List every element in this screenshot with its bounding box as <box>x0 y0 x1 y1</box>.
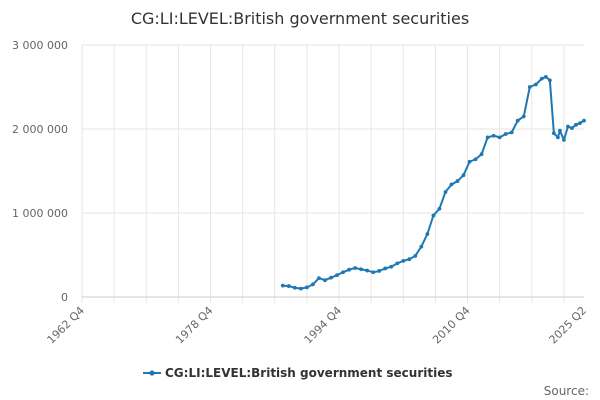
data-point[interactable] <box>311 282 315 287</box>
data-point[interactable] <box>383 266 388 271</box>
data-point[interactable] <box>365 268 370 273</box>
data-point[interactable] <box>527 85 532 89</box>
x-axis: 1962 Q4 1978 Q4 1994 Q4 2010 Q4 2025 Q2 <box>45 296 590 347</box>
x-tick-label: 1962 Q4 <box>45 304 88 347</box>
data-point[interactable] <box>551 131 556 136</box>
data-point[interactable] <box>329 275 333 280</box>
data-point[interactable] <box>395 261 400 266</box>
data-point[interactable] <box>298 286 303 291</box>
data-point[interactable] <box>543 75 548 79</box>
data-point[interactable] <box>479 152 484 157</box>
data-point[interactable] <box>286 284 291 288</box>
data-point[interactable] <box>431 213 436 218</box>
data-point[interactable] <box>389 264 394 269</box>
data-point[interactable] <box>566 124 570 129</box>
data-point[interactable] <box>547 78 552 83</box>
data-point[interactable] <box>562 138 566 142</box>
data-point[interactable] <box>347 267 351 272</box>
data-point[interactable] <box>443 190 448 194</box>
data-point[interactable] <box>473 157 478 162</box>
data-point[interactable] <box>491 133 496 138</box>
data-point[interactable] <box>570 126 574 131</box>
data-point[interactable] <box>558 128 562 133</box>
data-point[interactable] <box>539 76 544 81</box>
legend[interactable]: CG:LI:LEVEL:British government securitie… <box>143 366 452 380</box>
data-point[interactable] <box>578 121 582 126</box>
data-point[interactable] <box>407 257 412 262</box>
y-tick-label: 3 000 000 <box>12 39 68 52</box>
data-point[interactable] <box>305 285 309 290</box>
data-point[interactable] <box>515 118 520 123</box>
data-point[interactable] <box>455 179 460 183</box>
data-point[interactable] <box>425 232 430 236</box>
source-label: Source: <box>544 384 589 398</box>
data-point[interactable] <box>497 135 502 140</box>
data-point[interactable] <box>437 206 442 211</box>
data-point[interactable] <box>280 283 285 288</box>
data-point[interactable] <box>503 132 508 136</box>
data-point[interactable] <box>292 285 297 290</box>
data-point[interactable] <box>509 130 514 135</box>
data-point[interactable] <box>449 182 454 187</box>
data-point[interactable] <box>556 135 560 140</box>
series-layer <box>280 75 586 291</box>
data-point[interactable] <box>461 173 466 178</box>
data-point[interactable] <box>419 244 424 249</box>
data-point[interactable] <box>521 114 526 119</box>
grid-layer <box>81 44 584 303</box>
legend-series-label: CG:LI:LEVEL:British government securitie… <box>165 366 452 380</box>
data-point[interactable] <box>323 278 327 283</box>
chart-title: CG:LI:LEVEL:British government securitie… <box>131 9 469 28</box>
data-point[interactable] <box>413 253 418 258</box>
data-point[interactable] <box>533 82 538 87</box>
x-tick-label: 1978 Q4 <box>173 304 216 347</box>
data-point[interactable] <box>574 122 578 127</box>
x-tick-label: 1994 Q4 <box>302 304 345 347</box>
data-point[interactable] <box>317 276 321 280</box>
data-point[interactable] <box>359 267 364 272</box>
data-point[interactable] <box>467 159 472 164</box>
data-point[interactable] <box>582 118 586 123</box>
data-point[interactable] <box>341 270 345 275</box>
data-point[interactable] <box>335 273 339 278</box>
data-point[interactable] <box>353 266 357 270</box>
legend-point-marker <box>149 370 155 376</box>
x-tick-label: 2010 Q4 <box>430 304 473 347</box>
data-point[interactable] <box>485 135 490 140</box>
series-line[interactable] <box>281 75 585 290</box>
x-tick-label: 2025 Q2 <box>547 304 590 347</box>
data-point[interactable] <box>371 270 376 275</box>
data-point[interactable] <box>377 269 382 273</box>
data-point[interactable] <box>401 258 406 263</box>
y-tick-label: 1 000 000 <box>12 207 68 220</box>
y-axis: 0 1 000 000 2 000 000 3 000 000 <box>12 39 68 304</box>
y-tick-label: 0 <box>61 291 68 304</box>
y-tick-label: 2 000 000 <box>12 123 68 136</box>
